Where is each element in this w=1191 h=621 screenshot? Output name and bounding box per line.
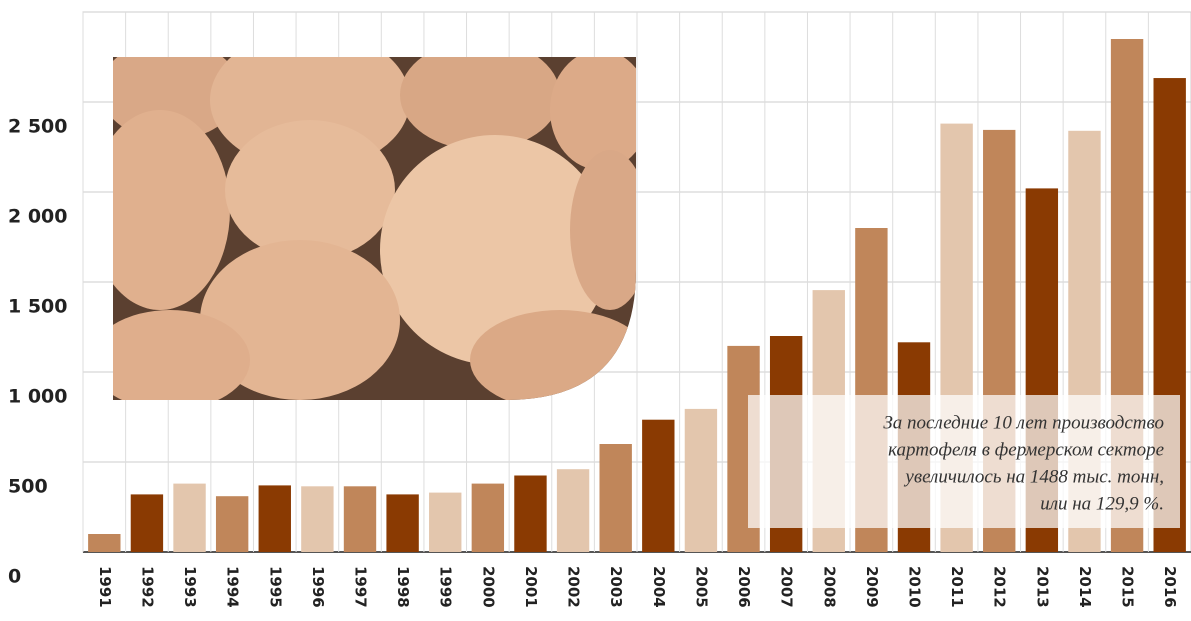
x-tick-label: 2003 — [607, 566, 625, 608]
x-tick-label: 2004 — [650, 566, 668, 608]
x-tick-label: 2005 — [692, 566, 710, 608]
bar — [215, 496, 249, 552]
y-tick-label: 1 000 — [8, 386, 68, 408]
x-tick-label: 1998 — [394, 566, 412, 608]
x-tick-label: 1997 — [352, 566, 370, 608]
bar — [301, 486, 334, 552]
x-tick-label: 2006 — [735, 566, 753, 608]
x-tick-label: 2012 — [991, 566, 1009, 608]
x-tick-label: 2013 — [1033, 566, 1051, 608]
x-tick-label: 2016 — [1161, 566, 1179, 608]
bar — [88, 534, 121, 552]
x-tick-label: 1994 — [224, 566, 242, 608]
y-tick-label: 1 500 — [8, 296, 68, 318]
x-tick-label: 1993 — [181, 566, 199, 608]
bar — [514, 475, 547, 552]
x-tick-label: 2015 — [1119, 566, 1137, 608]
x-tick-label: 2009 — [863, 566, 881, 608]
bar — [556, 469, 590, 552]
annotation: За последние 10 лет производство — [883, 412, 1164, 433]
x-tick-label: 2000 — [479, 566, 497, 608]
x-tick-label: 2001 — [522, 566, 540, 608]
x-tick-label: 1991 — [96, 566, 114, 608]
y-tick-label: 2 500 — [8, 116, 68, 138]
y-tick-label: 500 — [8, 476, 48, 498]
bar — [130, 494, 164, 552]
x-tick-label: 2010 — [906, 566, 924, 608]
x-tick-label: 1999 — [437, 566, 455, 608]
x-tick-label: 2002 — [565, 566, 583, 608]
annotation: картофеля в фермерском секторе — [888, 439, 1164, 460]
x-tick-label: 2011 — [948, 566, 966, 608]
bar — [471, 483, 505, 552]
x-tick-label: 1996 — [309, 566, 327, 608]
x-tick-label: 1992 — [138, 566, 156, 608]
annotation: увеличилось на 1488 тыс. тонн, — [903, 466, 1164, 487]
bar — [258, 485, 291, 552]
annotation: или на 129,9 %. — [1040, 493, 1164, 514]
y-tick-label: 2 000 — [8, 206, 68, 228]
x-tick-label: 2014 — [1076, 566, 1094, 608]
bar — [684, 408, 718, 552]
bar — [642, 419, 675, 552]
y-tick-label: 0 — [8, 566, 21, 588]
x-tick-label: 2008 — [820, 566, 838, 608]
bar — [386, 494, 419, 552]
x-tick-label: 1995 — [266, 566, 284, 608]
bar — [343, 486, 377, 552]
bar — [599, 444, 632, 552]
photo — [113, 57, 636, 400]
bar — [173, 483, 206, 552]
bar — [429, 492, 462, 552]
annotation-box — [748, 395, 1180, 528]
x-tick-label: 2007 — [778, 566, 796, 608]
